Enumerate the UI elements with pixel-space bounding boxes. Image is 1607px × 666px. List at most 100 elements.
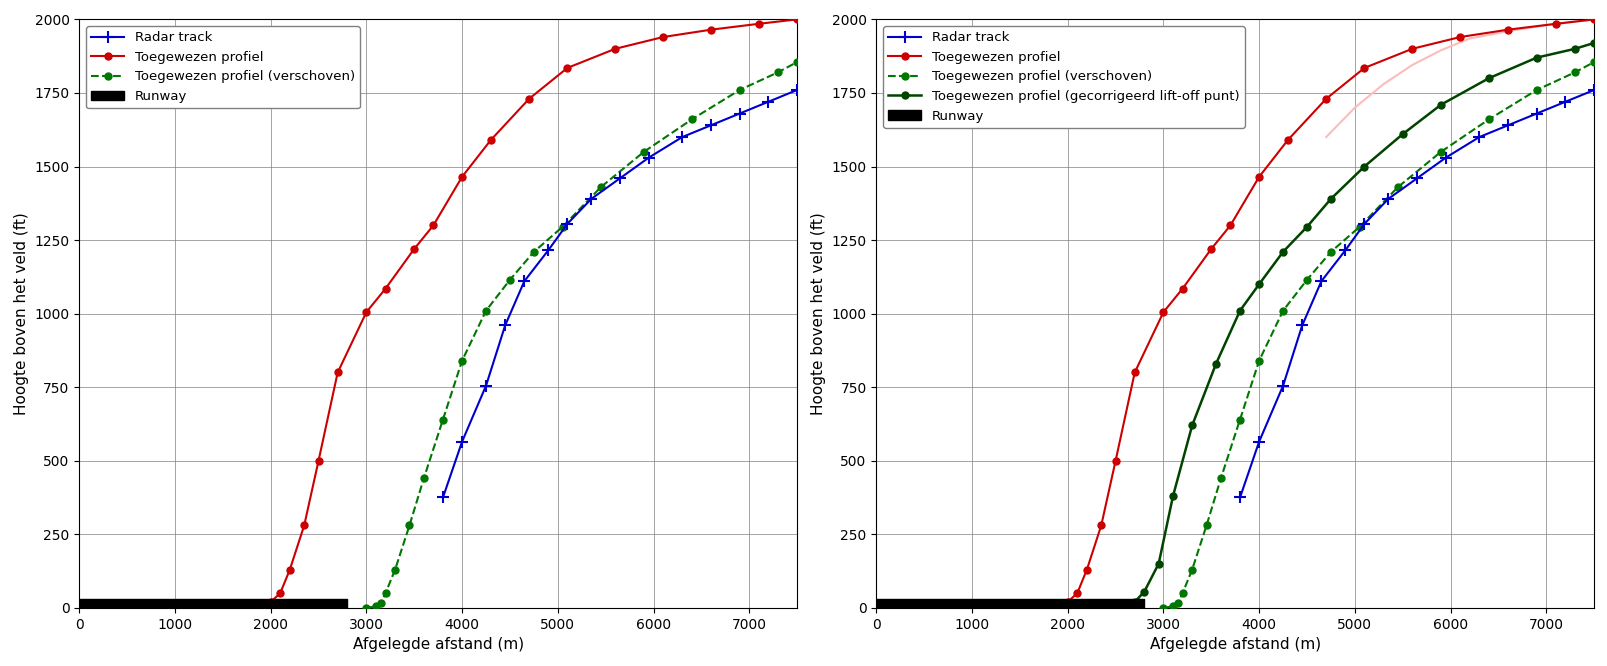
Toegewezen profiel [1498,26,1517,34]
Toegewezen profiel (gecorrigeerd lift-off punt) [1355,163,1374,170]
Line: Toegewezen profiel: Toegewezen profiel [243,16,800,611]
X-axis label: Afgelegde afstand (m): Afgelegde afstand (m) [352,637,524,652]
Toegewezen profiel (verschoven) [432,416,452,424]
Toegewezen profiel [1067,589,1086,597]
Toegewezen profiel [328,368,347,376]
Toegewezen profiel (verschoven) [1249,357,1268,365]
Toegewezen profiel (gecorrigeerd lift-off punt) [1162,492,1181,500]
Toegewezen profiel (gecorrigeerd lift-off punt) [1273,248,1292,256]
Toegewezen profiel [1125,368,1144,376]
Y-axis label: Hoogte boven het veld (ft): Hoogte boven het veld (ft) [810,212,826,415]
Toegewezen profiel (verschoven) [1564,69,1583,77]
Toegewezen profiel [452,172,471,180]
Toegewezen profiel (verschoven) [553,223,572,231]
Toegewezen profiel (verschoven) [633,148,652,156]
Toegewezen profiel [1249,172,1268,180]
Toegewezen profiel (verschoven) [1387,183,1406,191]
Toegewezen profiel (gecorrigeerd lift-off punt) [1135,587,1154,595]
Line: Toegewezen profiel (gecorrigeerd lift-off punt): Toegewezen profiel (gecorrigeerd lift-of… [1112,39,1597,611]
Toegewezen profiel (gecorrigeerd lift-off punt) [1583,39,1602,47]
Toegewezen profiel (verschoven) [1583,58,1602,66]
Radar track [1469,133,1488,141]
Radar track [611,174,630,182]
Toegewezen profiel (gecorrigeerd lift-off punt) [1527,54,1546,62]
Toegewezen profiel (verschoven) [400,521,419,529]
Toegewezen profiel (gecorrigeerd lift-off punt) [1430,101,1450,109]
Line: Toegewezen profiel (verschoven): Toegewezen profiel (verschoven) [363,59,800,611]
Toegewezen profiel [652,33,672,41]
Toegewezen profiel [1154,308,1173,316]
Toegewezen profiel [1220,221,1239,229]
Toegewezen profiel [1048,601,1067,609]
Toegewezen profiel [236,604,256,612]
Toegewezen profiel [251,601,270,609]
Toegewezen profiel (gecorrigeerd lift-off punt) [1478,74,1498,82]
Radar track [1311,277,1331,285]
Toegewezen profiel [424,221,444,229]
Radar track [701,121,720,129]
Toegewezen profiel (verschoven) [366,602,386,610]
Toegewezen profiel [1106,457,1125,465]
Toegewezen profiel (verschoven) [1527,86,1546,94]
Toegewezen profiel [1057,598,1077,606]
Toegewezen profiel (verschoven) [386,565,405,573]
Toegewezen profiel (gecorrigeerd lift-off punt) [1392,130,1411,138]
Toegewezen profiel (gecorrigeerd lift-off punt) [1149,559,1168,567]
Toegewezen profiel [749,20,768,28]
Toegewezen profiel (verschoven) [1430,148,1450,156]
Toegewezen profiel (gecorrigeerd lift-off punt) [1229,306,1249,314]
Toegewezen profiel (verschoven) [591,183,611,191]
Toegewezen profiel [1091,521,1110,529]
Toegewezen profiel [558,64,577,72]
Toegewezen profiel [280,565,299,573]
Toegewezen profiel [1316,95,1335,103]
Toegewezen profiel (verschoven) [1478,115,1498,123]
Toegewezen profiel (verschoven) [1181,565,1200,573]
Radar track [452,438,471,446]
Toegewezen profiel (verschoven) [1162,602,1181,610]
Toegewezen profiel [1200,245,1220,253]
Toegewezen profiel [376,284,395,292]
Toegewezen profiel [787,15,807,23]
Toegewezen profiel (verschoven) [1210,474,1229,482]
Radar track [672,133,691,141]
Radar track [582,195,601,203]
Toegewezen profiel (verschoven) [681,115,701,123]
Toegewezen profiel (verschoven) [371,599,391,607]
Toegewezen profiel [1172,284,1191,292]
Toegewezen profiel [309,457,328,465]
Toegewezen profiel (verschoven) [1273,306,1292,314]
Toegewezen profiel (verschoven) [1196,521,1215,529]
Legend: Radar track, Toegewezen profiel, Toegewezen profiel (verschoven), Runway: Radar track, Toegewezen profiel, Toegewe… [85,26,360,109]
Radar track [1527,109,1546,117]
Toegewezen profiel (verschoven) [476,306,495,314]
Toegewezen profiel (gecorrigeerd lift-off punt) [1297,223,1316,231]
Toegewezen profiel [357,308,376,316]
Toegewezen profiel (verschoven) [1167,599,1186,607]
Toegewezen profiel (verschoven) [524,248,543,256]
Toegewezen profiel [1355,64,1374,72]
Toegewezen profiel [480,136,500,144]
Toegewezen profiel (verschoven) [376,589,395,597]
Toegewezen profiel (gecorrigeerd lift-off punt) [1249,280,1268,288]
Toegewezen profiel (gecorrigeerd lift-off punt) [1115,602,1135,610]
Radar track [495,322,514,330]
Toegewezen profiel [1401,45,1421,53]
Toegewezen profiel (gecorrigeerd lift-off punt) [1205,360,1225,368]
Toegewezen profiel [270,589,289,597]
Radar track [759,98,778,106]
Toegewezen profiel [294,521,313,529]
Radar track [1406,174,1425,182]
Radar track [558,220,577,228]
Radar track [1249,438,1268,446]
Toegewezen profiel (verschoven) [357,604,376,612]
Toegewezen profiel (verschoven) [1297,276,1316,284]
Toegewezen profiel [1033,604,1053,612]
Toegewezen profiel [701,26,720,34]
Toegewezen profiel [1546,20,1565,28]
Radar track [514,277,534,285]
Toegewezen profiel (verschoven) [1321,248,1340,256]
Radar track [1377,195,1396,203]
Toegewezen profiel (verschoven) [452,357,471,365]
Toegewezen profiel [405,245,424,253]
